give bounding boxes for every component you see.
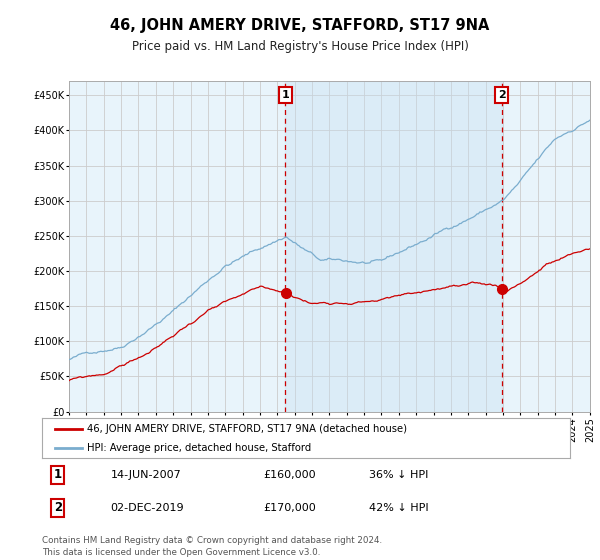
Bar	[286, 81, 502, 412]
Text: 14-JUN-2007: 14-JUN-2007	[110, 470, 181, 480]
Text: £160,000: £160,000	[264, 470, 316, 480]
Text: Contains HM Land Registry data © Crown copyright and database right 2024.
This d: Contains HM Land Registry data © Crown c…	[42, 536, 382, 557]
Text: 1: 1	[281, 90, 289, 100]
Text: 42% ↓ HPI: 42% ↓ HPI	[370, 503, 429, 513]
Text: 46, JOHN AMERY DRIVE, STAFFORD, ST17 9NA (detached house): 46, JOHN AMERY DRIVE, STAFFORD, ST17 9NA…	[87, 424, 407, 434]
Text: 02-DEC-2019: 02-DEC-2019	[110, 503, 184, 513]
Text: 2: 2	[498, 90, 505, 100]
Text: £170,000: £170,000	[264, 503, 317, 513]
Text: HPI: Average price, detached house, Stafford: HPI: Average price, detached house, Staf…	[87, 443, 311, 453]
Text: Price paid vs. HM Land Registry's House Price Index (HPI): Price paid vs. HM Land Registry's House …	[131, 40, 469, 53]
Text: 46, JOHN AMERY DRIVE, STAFFORD, ST17 9NA: 46, JOHN AMERY DRIVE, STAFFORD, ST17 9NA	[110, 18, 490, 33]
Text: 36% ↓ HPI: 36% ↓ HPI	[370, 470, 429, 480]
Text: 1: 1	[54, 468, 62, 481]
Text: 2: 2	[54, 501, 62, 515]
